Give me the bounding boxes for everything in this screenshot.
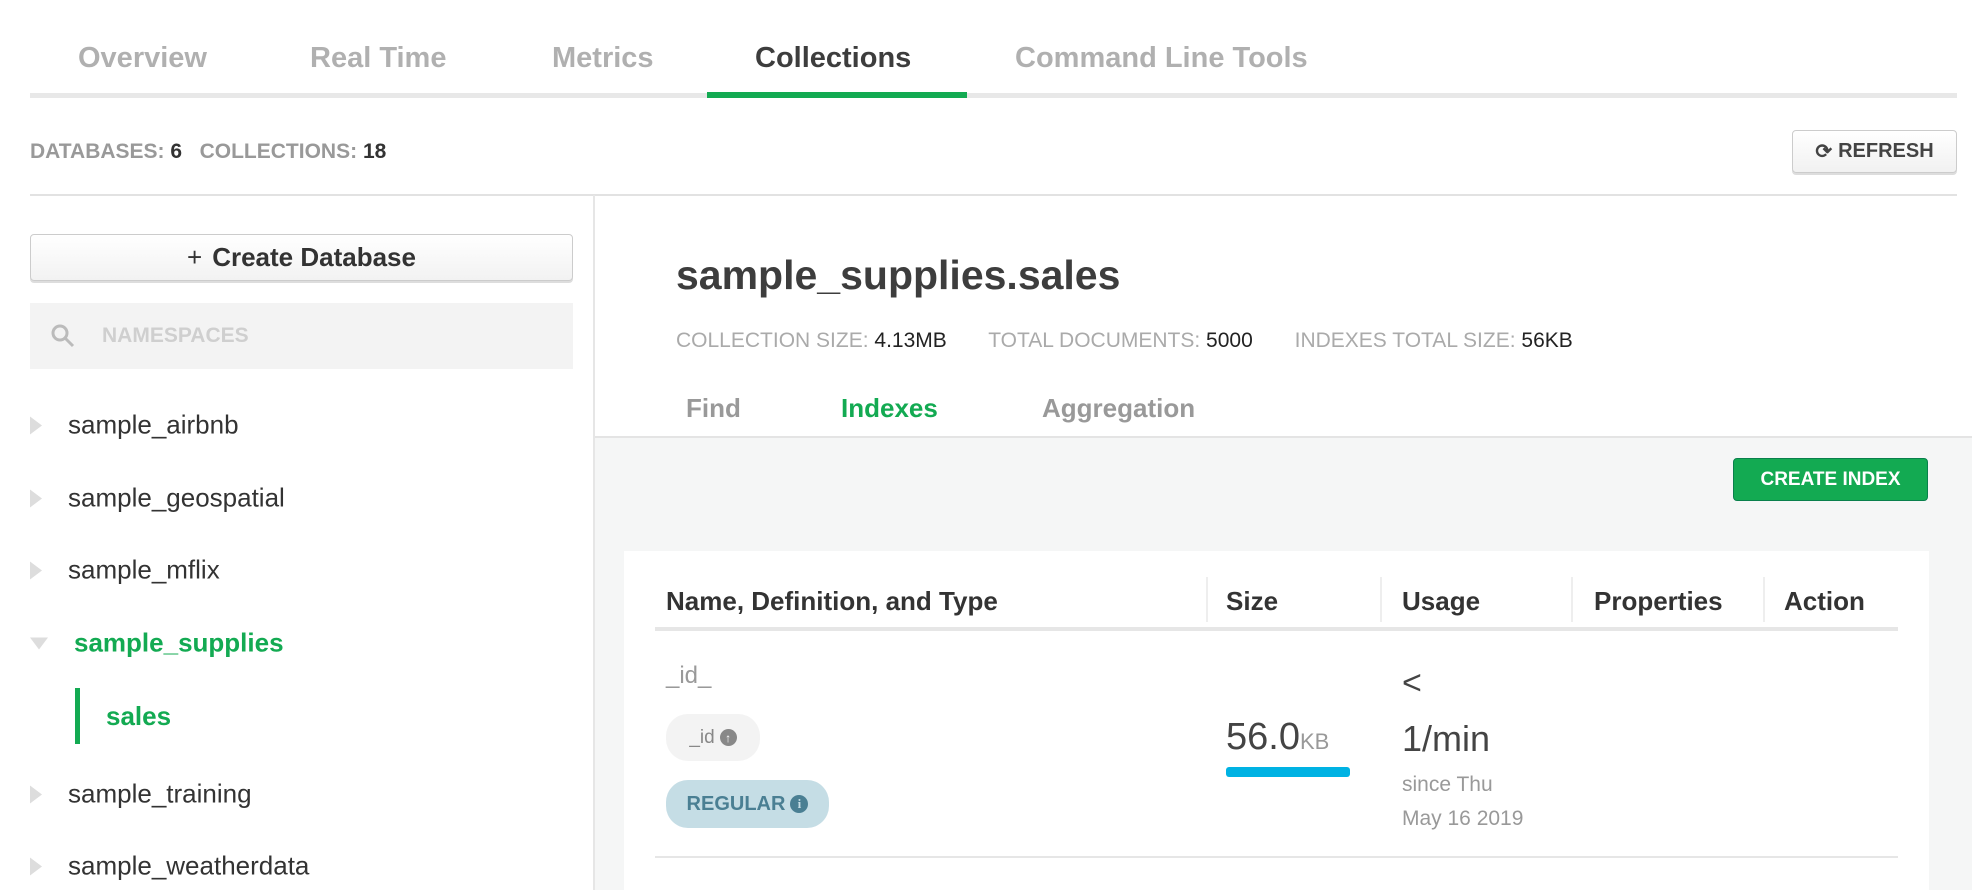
- info-icon[interactable]: i: [790, 795, 809, 813]
- column-separator: [1571, 577, 1573, 622]
- usage-since: since Thu: [1402, 773, 1493, 796]
- tree-item-collection-sales[interactable]: sales: [75, 688, 171, 744]
- tree-item-sample-mflix[interactable]: sample_mflix: [30, 555, 220, 586]
- tree-item-sample-training[interactable]: sample_training: [30, 779, 252, 810]
- create-database-label: Create Database: [212, 242, 416, 272]
- tree-item-sample-geospatial[interactable]: sample_geospatial: [30, 483, 285, 514]
- index-field: _id: [689, 726, 715, 748]
- tab-collections[interactable]: Collections: [755, 42, 912, 74]
- tab-aggregation[interactable]: Aggregation: [1042, 393, 1196, 423]
- index-field-pill: _id ↑: [666, 714, 760, 761]
- row-divider: [655, 856, 1898, 858]
- collection-size-label: COLLECTION SIZE:: [676, 329, 869, 352]
- indexes-size-label: INDEXES TOTAL SIZE:: [1294, 329, 1516, 352]
- database-name: sample_airbnb: [68, 409, 239, 440]
- sidebar-divider: [593, 195, 595, 890]
- caret-right-icon: [30, 785, 42, 803]
- refresh-icon: ⟳: [1815, 141, 1833, 163]
- database-name: sample_geospatial: [68, 482, 285, 513]
- index-type-badge: REGULAR i: [666, 780, 829, 828]
- tab-indexes[interactable]: Indexes: [841, 393, 938, 423]
- caret-right-icon: [30, 857, 42, 875]
- tab-find[interactable]: Find: [686, 393, 741, 423]
- tree-item-sample-airbnb[interactable]: sample_airbnb: [30, 410, 239, 441]
- search-icon: [51, 324, 75, 348]
- header-action[interactable]: Action: [1784, 586, 1865, 616]
- usage-rate: 1/min: [1402, 718, 1491, 759]
- databases-label: DATABASES:: [30, 140, 165, 163]
- collections-count: 18: [362, 140, 387, 163]
- collection-name: sales: [106, 700, 172, 731]
- tree-item-sample-weatherdata[interactable]: sample_weatherdata: [30, 851, 309, 882]
- collection-stats: COLLECTION SIZE: 4.13MB TOTAL DOCUMENTS:…: [676, 329, 1609, 353]
- total-documents: 5000: [1206, 329, 1253, 352]
- usage-prefix: <: [1402, 664, 1422, 702]
- collection-size: 4.13MB: [874, 329, 947, 352]
- index-size: 56.0KB: [1226, 716, 1329, 759]
- index-size-unit: KB: [1299, 729, 1330, 754]
- database-name: sample_weatherdata: [68, 850, 310, 881]
- header-usage[interactable]: Usage: [1402, 586, 1481, 616]
- tree-item-sample-supplies[interactable]: sample_supplies: [30, 628, 284, 659]
- caret-right-icon: [30, 561, 42, 579]
- create-database-button[interactable]: + Create Database: [30, 234, 573, 281]
- header-properties[interactable]: Properties: [1594, 586, 1723, 616]
- tab-command-line-tools[interactable]: Command Line Tools: [1015, 42, 1308, 74]
- indexes-table: [624, 551, 1929, 890]
- active-tab-indicator: [707, 92, 967, 98]
- page-title: sample_supplies.sales: [676, 252, 1121, 298]
- namespace-search: [30, 303, 573, 369]
- indexes-size: 56KB: [1521, 329, 1573, 352]
- divider: [30, 194, 1957, 196]
- plus-icon: +: [187, 242, 203, 272]
- index-size-value: 56.0: [1226, 716, 1300, 758]
- refresh-button[interactable]: ⟳ REFRESH: [1792, 130, 1957, 173]
- column-separator: [1763, 577, 1765, 622]
- namespace-search-input[interactable]: [102, 324, 502, 348]
- caret-right-icon: [30, 489, 42, 507]
- collections-label: COLLECTIONS:: [199, 140, 358, 163]
- database-name: sample_mflix: [68, 554, 220, 585]
- arrow-up-circle-icon: ↑: [719, 729, 737, 746]
- refresh-label: REFRESH: [1838, 140, 1934, 162]
- column-separator: [1380, 577, 1382, 622]
- header-size[interactable]: Size: [1226, 586, 1279, 616]
- caret-right-icon: [30, 416, 42, 434]
- tab-metrics[interactable]: Metrics: [552, 42, 654, 74]
- header-name[interactable]: Name, Definition, and Type: [666, 586, 998, 616]
- tab-overview[interactable]: Overview: [78, 42, 207, 74]
- usage-since-date: May 16 2019: [1402, 807, 1524, 830]
- index-size-bar: [1226, 767, 1350, 777]
- index-name: _id_: [666, 662, 712, 689]
- cluster-stats: DATABASES: 6 COLLECTIONS: 18: [30, 140, 386, 164]
- databases-count: 6: [170, 140, 183, 163]
- tab-real-time[interactable]: Real Time: [310, 42, 447, 74]
- total-documents-label: TOTAL DOCUMENTS:: [988, 329, 1201, 352]
- database-name: sample_supplies: [74, 627, 284, 658]
- index-type: REGULAR: [686, 792, 786, 815]
- header-divider: [655, 627, 1898, 631]
- caret-down-icon: [30, 637, 48, 649]
- create-index-button[interactable]: CREATE INDEX: [1733, 458, 1928, 501]
- tab-bar-track: [30, 93, 1957, 98]
- column-separator: [1206, 577, 1208, 622]
- database-name: sample_training: [68, 778, 252, 809]
